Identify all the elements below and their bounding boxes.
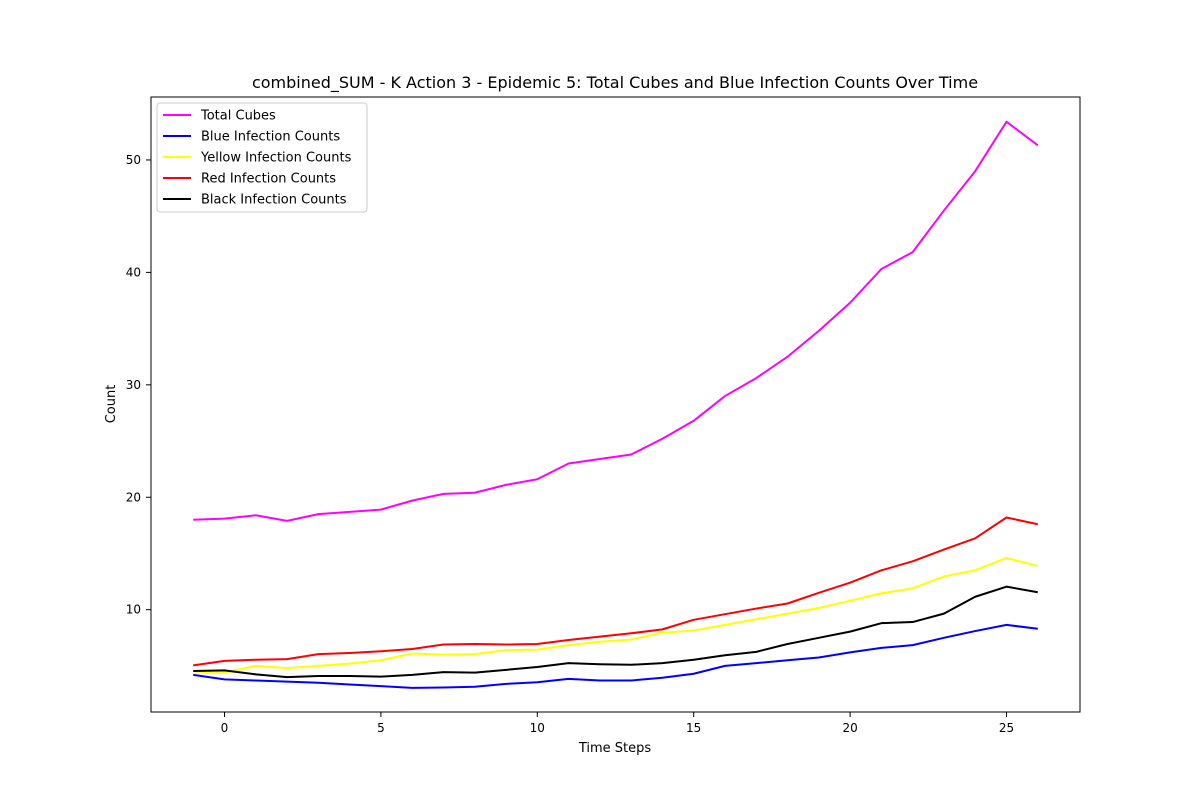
legend-entry-label: Red Infection Counts bbox=[201, 172, 336, 187]
series-line-total-cubes bbox=[193, 120, 1039, 522]
x-tick-label: 10 bbox=[530, 721, 545, 735]
y-tick-label: 10 bbox=[126, 603, 141, 617]
series-line-red-infection-counts bbox=[193, 516, 1038, 667]
plot-area bbox=[193, 120, 1039, 689]
x-tick-label: 5 bbox=[377, 721, 385, 735]
series-line-black-infection-counts bbox=[193, 585, 1038, 679]
legend-entry-label: Black Infection Counts bbox=[201, 193, 347, 208]
x-axis: 0 5 10 15 20 25 bbox=[221, 712, 1014, 735]
y-axis: 10 20 30 40 50 bbox=[126, 153, 151, 617]
plot-frame bbox=[150, 96, 1081, 713]
legend-entry-label: Blue Infection Counts bbox=[201, 130, 340, 145]
legend-entry-label: Yellow Infection Counts bbox=[200, 151, 352, 166]
y-axis-label: Count bbox=[104, 385, 119, 424]
legend-box bbox=[156, 102, 368, 213]
chart-title: combined_SUM - K Action 3 - Epidemic 5: … bbox=[252, 73, 978, 93]
x-axis-label: Time Steps bbox=[578, 741, 652, 756]
legend-entry-label: Total Cubes bbox=[200, 109, 276, 124]
series-line-yellow-infection-counts bbox=[193, 556, 1039, 674]
y-tick-label: 50 bbox=[126, 153, 141, 167]
y-tick-label: 20 bbox=[126, 490, 141, 504]
x-tick-label: 15 bbox=[686, 721, 701, 735]
y-tick-label: 40 bbox=[126, 265, 141, 279]
legend: Total Cubes Blue Infection Counts Yellow I… bbox=[156, 102, 368, 213]
x-tick-label: 20 bbox=[842, 721, 857, 735]
x-tick-label: 0 bbox=[221, 721, 229, 735]
x-tick-label: 25 bbox=[999, 721, 1014, 735]
series-line-blue-infection-counts bbox=[193, 623, 1038, 689]
y-tick-label: 30 bbox=[126, 378, 141, 392]
